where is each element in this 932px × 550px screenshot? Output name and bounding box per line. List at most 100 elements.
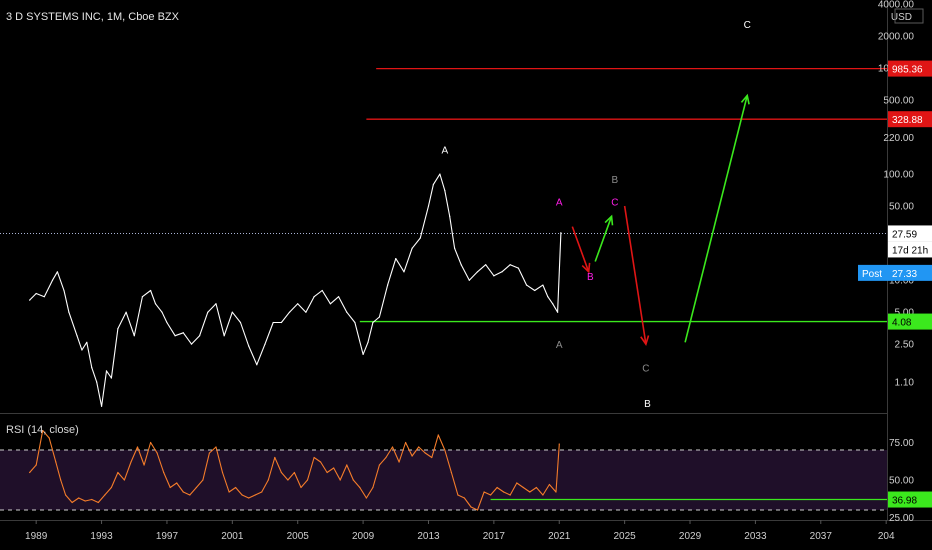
rsi-point [365,497,367,499]
rsi-point [169,486,171,489]
price-point [411,247,413,249]
rsi-point [293,471,296,474]
time-axis-tick: 2005 [287,531,310,542]
rsi-point [280,471,282,474]
price-point [449,215,451,217]
rsi-point [149,441,152,444]
rsi-point [404,441,407,444]
rsi-point [261,491,263,493]
rsi-point [424,452,426,454]
price-axis-tick: 2000.00 [878,31,915,42]
price-axis-tick: 1.10 [895,378,915,389]
price-point [313,296,315,298]
wave-label-a: A [441,146,448,157]
projection-arrowhead-4 [740,93,750,105]
rsi-point [117,471,119,474]
price-point [149,289,152,292]
price-point [174,335,176,337]
time-axis-tick: 2029 [679,531,702,542]
rsi-axis-tick: 50.00 [889,476,914,487]
price-point [534,289,536,292]
time-axis-tick: 1997 [156,531,179,542]
price-point [367,341,369,343]
price-point [501,271,503,273]
price-point [248,345,250,347]
rsi-point [333,467,335,469]
rsi-point [248,497,250,499]
rsi-point [163,471,165,474]
tag-328: 328.88 [892,115,923,126]
tag-rsi-support-bg [888,491,932,508]
tag-countdown-bg [888,241,932,258]
rsi-point [558,443,560,445]
price-point [199,335,201,337]
projection-arrow-2 [594,216,613,262]
rsi-point [189,494,191,496]
tag-last-price: 27.59 [892,229,917,240]
price-point [552,303,554,305]
price-point [190,343,193,345]
tag-rsi-support: 36.98 [892,496,917,507]
wave-label-c: C [642,364,649,375]
rsi-point [241,494,243,496]
rsi-point [71,501,73,504]
tag-328-bg [888,111,932,128]
tag-post-value: 27.33 [892,269,917,280]
price-point [460,264,462,266]
tag-4: 4.08 [892,318,912,329]
price-point [29,299,31,301]
rsi-point [221,471,224,474]
rsi-point [529,491,531,493]
rsi-point [42,429,44,432]
rsi-point [411,455,413,457]
price-point [86,341,88,343]
time-axis-tick: 2021 [548,531,571,542]
rsi-point [234,486,237,489]
price-point [444,189,446,192]
tag-last-price-bg [888,225,932,242]
rsi-point [463,497,466,499]
rsi-point [300,486,302,489]
rsi-point [84,500,86,502]
price-point [280,321,282,324]
wave-label-a: A [556,198,563,209]
rsi-point [398,461,400,463]
rsi-point [215,446,217,448]
rsi-point [274,456,276,459]
price-point [432,183,434,185]
price-point [264,343,266,345]
price-point [231,311,233,313]
price-axis-tick: 5.00 [895,308,915,319]
chart-title: 3 D SYSTEMS INC, 1M, Cboe BZX [6,11,179,23]
rsi-point [319,461,322,463]
rsi-point [104,494,106,496]
wave-label-b: B [587,272,594,283]
price-point [91,367,93,369]
price-point [485,264,487,266]
rsi-point [516,482,518,484]
price-point [557,311,559,313]
price-point [100,405,103,407]
projection-arrowhead-2 [604,214,614,226]
rsi-point [313,456,315,459]
rsi-point [352,479,354,481]
rsi-point [483,491,485,493]
price-point [133,335,135,337]
rsi-point [60,479,62,481]
price-point [105,370,108,372]
rsi-point [391,446,394,448]
rsi-point [55,461,57,463]
time-axis-tick: 2001 [221,531,244,542]
rsi-point [35,464,37,466]
price-point [76,335,78,337]
price-point [560,232,562,234]
rsi-point [287,479,289,481]
time-axis-tick: 2009 [352,531,375,542]
wave-label-b: B [644,399,651,410]
rsi-point [555,491,557,493]
rsi-point [130,461,132,463]
rsi-point [378,464,381,466]
rsi-point [418,446,420,448]
price-point [493,275,495,277]
rsi-point [143,464,145,466]
